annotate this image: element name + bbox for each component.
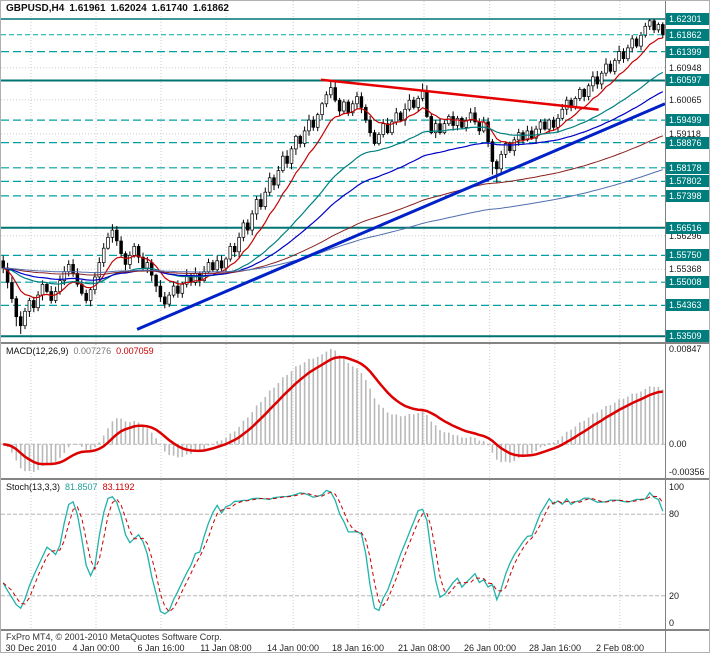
stoch-d-value: 83.1192 [102,482,135,492]
scale-border [665,1,666,652]
stoch-header: Stoch(13,3,3) 81.8507 83.1192 [6,482,139,492]
macd-signal-value: 0.007059 [116,346,154,356]
macd-panel: MACD(12,26,9) 0.007276 0.007059 0.00847 0.0… [1,344,709,478]
price-level-label: 1.58178 [666,162,709,174]
price-tick-label: 1.60948 [669,63,702,73]
price-level-label: 1.58876 [666,137,709,149]
macd-histogram [6,349,664,472]
price-tick-label: 1.59118 [669,129,701,139]
time-label: 18 Jan 16:00 [331,643,385,653]
stoch-indicator-label: Stoch(13,3,3) [6,482,61,492]
price-level-label: 1.55008 [666,276,709,288]
main-chart-panel: GBPUSD,H4 1.61961 1.62024 1.61740 1.61862 1.… [1,1,709,342]
price-level-label: 1.62301 [666,13,709,25]
price-level-label: 1.53509 [666,330,709,342]
price-level-label: 1.56516 [666,222,709,234]
price-tick-label: 1.55368 [669,264,702,274]
price-tick-label: 1.56296 [669,231,702,241]
macd-grid [1,344,665,478]
stoch-k-value: 81.8507 [65,482,98,492]
stoch-panel: Stoch(13,3,3) 81.8507 83.1192 100 80 20 0 [1,480,709,629]
copyright-text: FxPro MT4, © 2001-2010 MetaQuotes Softwa… [6,632,222,642]
time-label: 26 Jan 00:00 [463,643,517,653]
macd-main-value: 0.007276 [73,346,112,356]
macd-indicator-label: MACD(12,26,9) [6,346,69,356]
time-label: 28 Jan 16:00 [528,643,582,653]
time-label: 14 Jan 00:00 [266,643,320,653]
price-level-label: 1.61399 [666,46,709,58]
price-level-label: 1.54363 [666,299,709,311]
time-label: 21 Jan 08:00 [397,643,451,653]
moving-average-lines [2,37,664,299]
chart-header: GBPUSD,H4 1.61961 1.62024 1.61740 1.61862 [6,3,234,14]
price-level-label: 1.59499 [666,114,709,126]
macd-axis-zero-label: 0.00 [669,439,687,449]
main-chart-canvas[interactable] [1,1,665,342]
macd-axis-min-label: -0.00356 [669,467,705,477]
stoch-axis[interactable]: 100 80 20 0 [666,480,709,629]
stoch-grid [1,480,665,629]
stoch-axis-label: 100 [669,482,685,492]
chart-high-value: 1.62024 [110,3,147,14]
stoch-axis-label: 20 [669,591,680,601]
price-tick-label: 1.60065 [669,95,702,105]
macd-canvas[interactable] [1,344,665,478]
panel-separator[interactable] [1,478,709,480]
stoch-d-line [2,491,664,613]
chart-open-value: 1.61961 [69,3,106,14]
current-price-label: 1.61862 [666,29,709,41]
time-label: 4 Jan 00:00 [72,643,120,653]
trendlines [136,78,665,331]
price-level-label: 1.57802 [666,175,709,187]
price-level-label: 1.60597 [666,74,709,86]
chart-symbol-period: GBPUSD,H4 [6,3,65,14]
panel-separator[interactable] [1,629,709,631]
price-level-label: 1.57398 [666,190,709,202]
chart-close-value: 1.61862 [192,3,229,14]
stoch-canvas[interactable] [1,480,665,629]
chart-low-value: 1.61740 [151,3,188,14]
time-label: 11 Jan 08:00 [200,643,252,653]
time-label: 2 Feb 08:00 [595,643,645,653]
time-label: 6 Jan 16:00 [137,643,185,653]
price-axis[interactable]: 1.60948 1.60065 1.59118 1.56296 1.55368 1.623… [666,1,709,342]
panel-separator[interactable] [1,342,709,344]
stoch-axis-label: 0 [669,618,675,628]
stoch-axis-label: 80 [669,509,680,519]
time-label: 30 Dec 2010 [5,643,57,653]
macd-axis[interactable]: 0.00847 0.00 -0.00356 [666,344,709,478]
macd-axis-max-label: 0.00847 [669,344,702,354]
candlesticks [1,19,665,334]
macd-header: MACD(12,26,9) 0.007276 0.007059 [6,346,159,356]
macd-signal-line [3,355,663,466]
time-axis[interactable]: FxPro MT4, © 2001-2010 MetaQuotes Softwa… [1,631,709,653]
price-level-label: 1.55750 [666,249,709,261]
